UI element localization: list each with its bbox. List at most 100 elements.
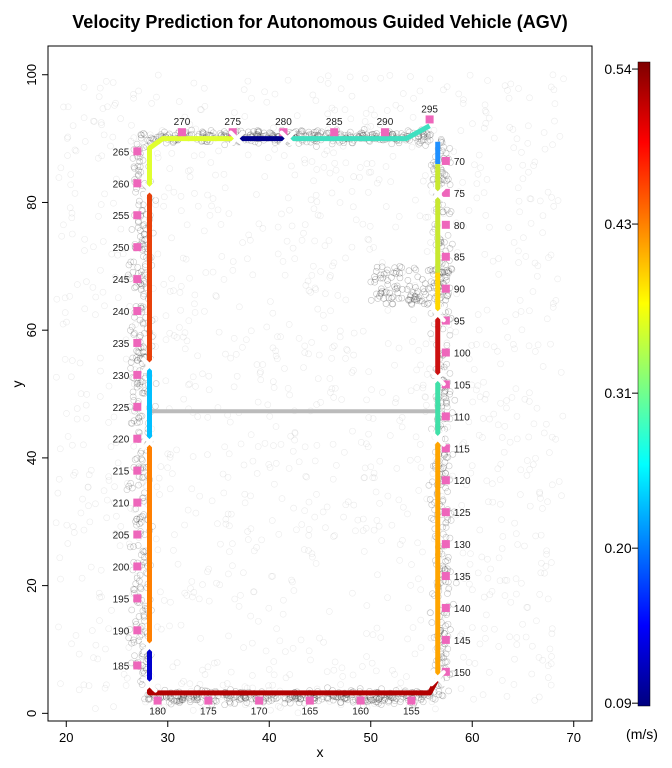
scatter-point	[365, 236, 373, 244]
scatter-point	[534, 262, 542, 270]
scatter-point	[250, 547, 258, 555]
scatter-point	[526, 389, 533, 397]
scatter-point	[300, 364, 307, 371]
scatter-point	[244, 77, 252, 85]
scatter-point	[308, 158, 316, 165]
scatter-point	[270, 442, 277, 449]
scatter-point	[103, 78, 110, 85]
scatter-point	[175, 98, 183, 105]
scatter-point	[468, 381, 476, 389]
transition-marker	[141, 433, 158, 450]
scatter-point	[81, 305, 89, 313]
scatter-point	[122, 355, 130, 363]
scatter-point	[449, 472, 456, 480]
time-marker	[441, 380, 450, 389]
scatter-point	[181, 589, 189, 597]
scatter-point	[189, 707, 197, 714]
scatter-point	[246, 236, 254, 244]
scatter-point	[338, 664, 346, 672]
scatter-point	[192, 509, 200, 517]
scatter-point	[180, 395, 188, 403]
scatter-point	[63, 318, 70, 326]
density-point	[375, 696, 382, 703]
scatter-point	[55, 174, 63, 181]
scatter-point	[60, 221, 67, 229]
scatter-point	[549, 300, 557, 307]
scatter-point	[241, 113, 249, 120]
scatter-point	[513, 135, 521, 143]
scatter-point	[105, 625, 112, 632]
scatter-point	[98, 152, 106, 160]
scatter-point	[89, 284, 97, 291]
density-point	[366, 697, 374, 704]
scatter-point	[199, 705, 207, 713]
scatter-point	[166, 453, 174, 461]
scatter-point	[337, 327, 344, 335]
density-point	[443, 172, 450, 179]
density-point	[130, 636, 137, 644]
time-marker	[133, 243, 142, 252]
scatter-point	[129, 407, 136, 415]
scatter-point	[262, 647, 270, 655]
scatter-point	[63, 135, 71, 142]
scatter-point	[354, 516, 362, 524]
density-point	[131, 284, 138, 292]
scatter-point	[181, 113, 189, 121]
density-point	[125, 261, 133, 269]
scatter-point	[154, 150, 161, 157]
density-point	[231, 700, 238, 707]
time-marker-label: 75	[454, 189, 466, 200]
scatter-point	[501, 576, 509, 584]
scatter-point	[305, 647, 313, 655]
scatter-point	[105, 382, 113, 390]
scatter-point	[220, 489, 228, 497]
x-mark	[141, 357, 158, 374]
scatter-point	[116, 542, 124, 550]
scatter-point	[222, 350, 229, 358]
density-point	[146, 695, 153, 703]
scatter-point	[211, 659, 218, 667]
density-point	[190, 696, 198, 703]
density-point	[141, 695, 148, 703]
density-point	[130, 417, 138, 424]
density-point	[126, 626, 134, 633]
density-point	[364, 698, 371, 706]
density-point	[140, 473, 147, 481]
scatter-point	[202, 269, 210, 276]
scatter-point	[53, 295, 61, 303]
y-tick-label: 40	[24, 451, 39, 465]
scatter-point	[344, 347, 351, 354]
scatter-point	[386, 432, 394, 439]
scatter-point	[182, 255, 190, 263]
density-point	[446, 390, 453, 398]
scatter-point	[61, 356, 69, 363]
scatter-point	[275, 702, 282, 710]
scatter-point	[458, 502, 466, 509]
scatter-point	[352, 216, 360, 224]
scatter-point	[87, 563, 95, 571]
x-mark	[141, 433, 158, 450]
density-point	[440, 143, 447, 151]
density-point	[451, 396, 459, 404]
density-point	[138, 389, 146, 397]
density-point	[444, 453, 452, 461]
density-point	[140, 494, 147, 502]
density-point	[139, 222, 147, 230]
scatter-point	[384, 594, 391, 601]
scatter-point	[415, 347, 423, 354]
scatter-point	[250, 588, 257, 596]
density-point	[127, 327, 134, 334]
scatter-point	[123, 273, 131, 281]
scatter-point	[245, 231, 253, 239]
density-point	[344, 696, 351, 704]
scatter-point	[513, 641, 521, 648]
scatter-point	[320, 164, 328, 171]
scatter-point	[363, 653, 370, 660]
scatter-point	[154, 154, 162, 161]
density-point	[445, 267, 453, 275]
scatter-point	[372, 667, 380, 675]
scatter-point	[241, 499, 249, 507]
scatter-point	[294, 709, 302, 717]
scatter-point	[342, 355, 349, 362]
scatter-point	[363, 396, 370, 404]
